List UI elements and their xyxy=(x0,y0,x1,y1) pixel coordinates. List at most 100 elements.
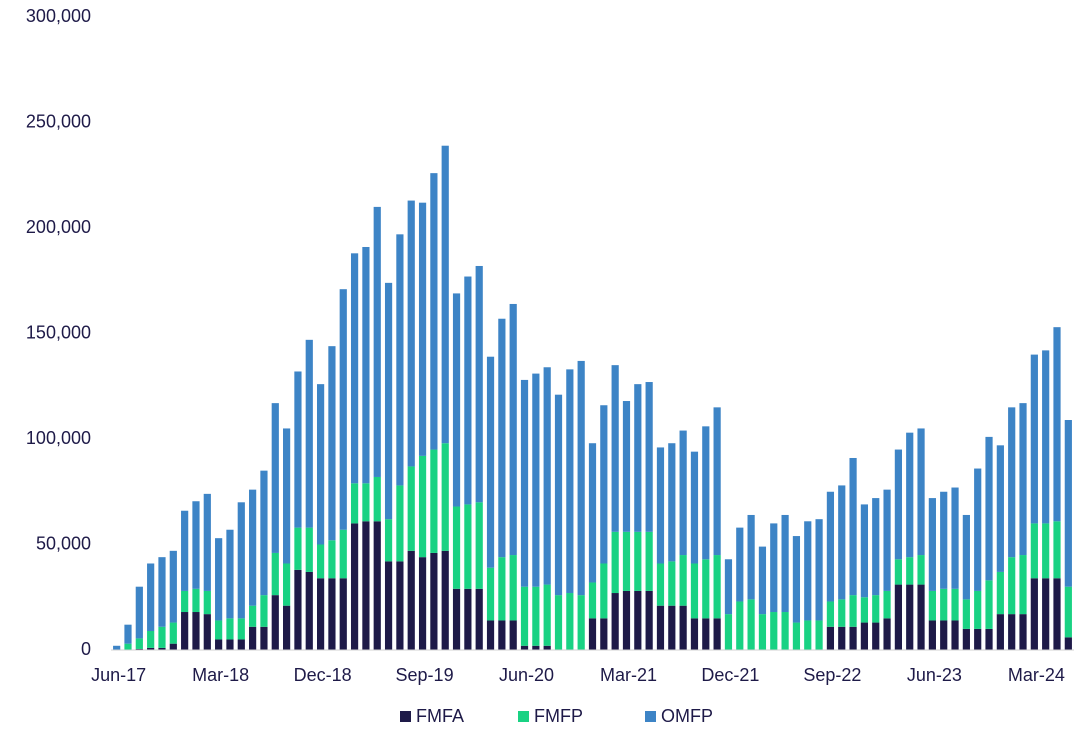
bar-segment xyxy=(226,529,234,619)
bar-segment xyxy=(849,595,857,627)
legend-swatch xyxy=(518,711,529,722)
bar-segment xyxy=(237,618,245,640)
bar-segment xyxy=(407,200,415,467)
bar-segment xyxy=(475,588,483,650)
legend-label: FMFP xyxy=(534,706,583,726)
bar-segment xyxy=(962,514,970,600)
bar-segment xyxy=(328,540,336,579)
bar-segment xyxy=(486,567,495,621)
bar-segment xyxy=(758,546,767,615)
bar-segment xyxy=(237,502,245,619)
bar-segment xyxy=(532,373,540,587)
bar-segment xyxy=(702,426,710,560)
bar-segment xyxy=(169,550,177,623)
bar-segment xyxy=(747,514,755,600)
bar-segment xyxy=(951,620,959,650)
x-tick-label: Dec-21 xyxy=(701,665,759,685)
bar-segment xyxy=(872,622,880,650)
bar-segment xyxy=(135,648,143,650)
bar-segment xyxy=(350,483,359,524)
bar-segment xyxy=(917,428,925,556)
bar-segment xyxy=(203,590,211,615)
bar-segment xyxy=(804,620,812,650)
bar-segment xyxy=(475,502,483,589)
bar-segment xyxy=(181,590,189,613)
bar-segment xyxy=(192,612,200,650)
bar-segment xyxy=(226,639,234,650)
bar-segment xyxy=(362,483,370,522)
bar-segment xyxy=(464,588,472,650)
bar-segment xyxy=(894,449,902,560)
bar-segment xyxy=(1019,555,1027,615)
y-tick-label: 250,000 xyxy=(26,111,91,131)
bar-segment xyxy=(294,371,302,528)
bar-segment xyxy=(1042,523,1050,579)
bar-segment xyxy=(396,561,404,650)
bar-segment xyxy=(1030,578,1038,650)
bar-segment xyxy=(192,588,200,613)
bar-segment xyxy=(974,628,982,650)
bar-segment xyxy=(792,622,801,650)
bar-segment xyxy=(826,491,835,602)
bar-segment xyxy=(724,614,733,650)
bar-segment xyxy=(622,590,631,650)
bar-segment xyxy=(543,367,551,585)
bar-segment xyxy=(249,626,257,650)
bar-segment xyxy=(294,569,302,650)
bar-segment xyxy=(758,614,767,650)
bar-segment xyxy=(781,514,789,613)
bar-segment xyxy=(418,202,427,456)
bar-segment xyxy=(396,485,404,562)
bar-segment xyxy=(532,645,540,650)
bar-segment xyxy=(974,590,982,629)
bar-segment xyxy=(226,618,234,640)
bar-segment xyxy=(679,555,687,606)
bar-segment xyxy=(849,457,857,596)
bar-segment xyxy=(1042,350,1050,524)
bar-segment xyxy=(962,628,970,650)
bar-segment xyxy=(384,561,393,650)
bar-segment xyxy=(906,584,914,650)
y-tick-label: 300,000 xyxy=(26,6,91,26)
bar-segment xyxy=(577,595,585,650)
bar-segment xyxy=(373,521,381,650)
bar-segment xyxy=(792,536,801,623)
bar-segment xyxy=(158,557,166,627)
bar-segment xyxy=(147,631,155,648)
bar-segment xyxy=(985,580,993,629)
bar-segment xyxy=(509,555,517,621)
bar-segment xyxy=(860,597,869,623)
bar-segment xyxy=(996,445,1004,572)
bar-segment xyxy=(928,498,936,591)
bar-segment xyxy=(894,559,902,585)
bar-segment xyxy=(906,432,914,558)
legend-swatch xyxy=(400,711,411,722)
bar-segment xyxy=(509,303,517,556)
bar-segment xyxy=(452,588,461,650)
bar-segment xyxy=(305,571,313,650)
bar-segment xyxy=(690,451,699,564)
bar-segment xyxy=(634,531,642,591)
bar-segment xyxy=(611,365,619,532)
bar-segment xyxy=(339,578,347,650)
bar-segment xyxy=(498,557,506,621)
y-tick-label: 150,000 xyxy=(26,322,91,342)
bar-segment xyxy=(135,638,143,649)
bar-segment xyxy=(962,599,970,629)
bar-segment xyxy=(373,206,381,477)
bar-segment xyxy=(747,599,755,650)
bar-segment xyxy=(430,173,438,450)
bar-segment xyxy=(543,645,551,650)
bar-segment xyxy=(215,620,223,640)
bar-segment xyxy=(271,595,279,650)
bar-segment xyxy=(215,538,223,621)
x-tick-label: Jun-20 xyxy=(499,665,554,685)
bar-segment xyxy=(532,586,540,646)
bar-segment xyxy=(1019,403,1027,556)
bar-segment xyxy=(294,527,302,570)
bar-segment xyxy=(283,563,291,606)
bar-segment xyxy=(645,531,653,591)
bar-segment xyxy=(656,605,665,650)
bar-segment xyxy=(520,645,529,650)
bar-segment xyxy=(996,614,1004,650)
